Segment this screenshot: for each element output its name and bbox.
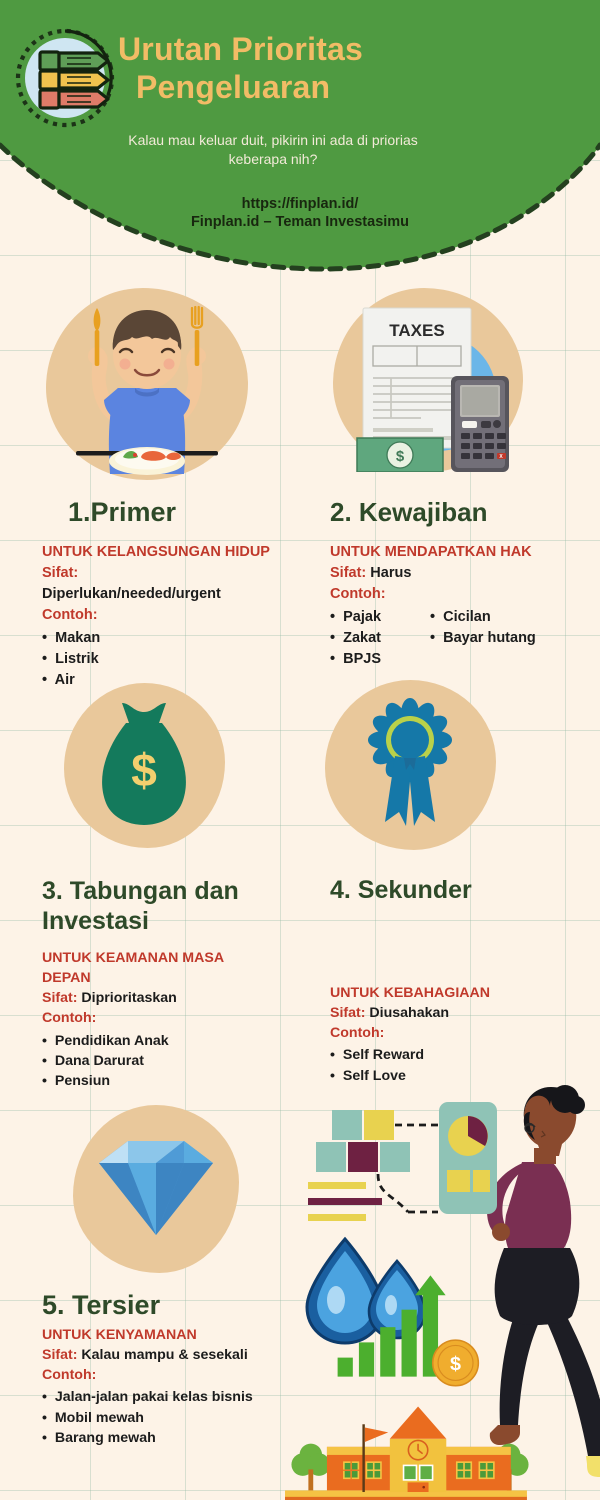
svg-text:TAXES: TAXES: [389, 321, 444, 340]
svg-text:$: $: [396, 448, 405, 465]
svg-text:$: $: [131, 744, 157, 796]
svg-text:$: $: [450, 1353, 461, 1375]
